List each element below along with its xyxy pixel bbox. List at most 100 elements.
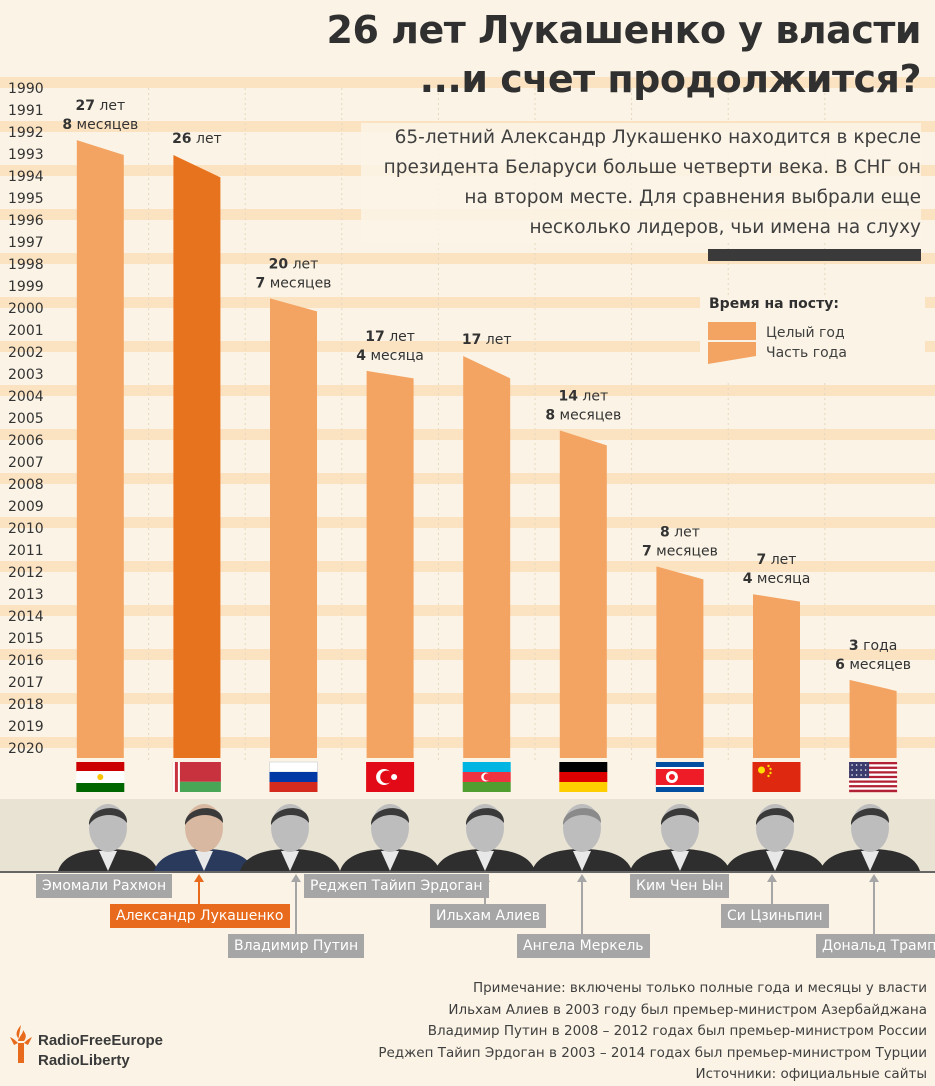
year-tick: 2016 bbox=[8, 653, 44, 669]
value-label: 4 месяца bbox=[356, 348, 424, 364]
year-tick: 2017 bbox=[8, 675, 44, 691]
divider-bar bbox=[708, 249, 921, 261]
portrait-photo bbox=[630, 804, 730, 871]
year-tick: 2000 bbox=[8, 301, 44, 317]
bar bbox=[849, 679, 897, 758]
label-arrow bbox=[291, 874, 301, 882]
label-connector bbox=[771, 881, 773, 904]
leader-name-label: Александр Лукашенко bbox=[110, 904, 290, 928]
grid-band bbox=[0, 297, 935, 308]
year-tick: 1994 bbox=[8, 169, 44, 185]
note-2: Ильхам Алиев в 2003 году был премьер-мин… bbox=[448, 1001, 927, 1018]
year-tick: 2014 bbox=[8, 609, 44, 625]
legend: Время на посту: Целый год Часть года bbox=[700, 296, 925, 380]
logo-line-2: RadioLiberty bbox=[38, 1052, 130, 1069]
year-tick: 2001 bbox=[8, 323, 44, 339]
bar bbox=[656, 566, 704, 758]
flag-icon bbox=[655, 762, 704, 792]
value-label: 7 лет bbox=[757, 552, 797, 568]
note-4: Реджеп Тайип Эрдоган в 2003 – 2014 годах… bbox=[378, 1044, 927, 1061]
year-tick: 2020 bbox=[8, 741, 44, 757]
portraits bbox=[58, 804, 920, 871]
title-line-1: 26 лет Лукашенко у власти bbox=[326, 8, 922, 52]
year-tick: 2005 bbox=[8, 411, 44, 427]
year-tick: 2002 bbox=[8, 345, 44, 361]
year-tick: 2007 bbox=[8, 455, 44, 471]
year-tick: 1993 bbox=[8, 147, 44, 163]
year-tick: 1996 bbox=[8, 213, 44, 229]
label-arrow bbox=[480, 874, 490, 882]
year-tick: 1999 bbox=[8, 279, 44, 295]
leader-name-label: Ангела Меркель bbox=[517, 934, 650, 958]
label-arrow bbox=[869, 874, 879, 882]
value-label: 17 лет bbox=[365, 329, 415, 345]
year-tick: 2018 bbox=[8, 697, 44, 713]
portrait-photo bbox=[154, 804, 254, 871]
value-label: 14 лет bbox=[558, 388, 608, 404]
label-arrow bbox=[194, 874, 204, 882]
value-label: 7 месяцев bbox=[642, 543, 718, 559]
label-arrow bbox=[767, 874, 777, 882]
subtitle: 65-летний Александр Лукашенко находится … bbox=[361, 123, 921, 243]
value-label: 17 лет bbox=[462, 332, 512, 348]
grid-band bbox=[0, 253, 935, 264]
logo-text: RadioFreeEurope RadioLiberty bbox=[38, 1031, 163, 1071]
value-label: 7 месяцев bbox=[256, 275, 332, 291]
bar bbox=[559, 430, 607, 758]
leader-name-label: Реджеп Тайип Эрдоган bbox=[304, 874, 489, 898]
flag-icon bbox=[366, 762, 415, 792]
legend-swatch bbox=[708, 322, 756, 364]
year-tick: 2008 bbox=[8, 477, 44, 493]
leader-name-label: Владимир Путин bbox=[228, 934, 365, 958]
note-1: Примечание: включены только полные года … bbox=[472, 980, 927, 996]
notes: Примечание: включены только полные года … bbox=[378, 978, 927, 1086]
bar bbox=[76, 140, 124, 759]
legend-part-year: Часть года bbox=[766, 345, 847, 361]
year-tick: 1995 bbox=[8, 191, 44, 207]
year-tick: 1997 bbox=[8, 235, 44, 251]
legend-full-year: Целый год bbox=[766, 325, 845, 341]
value-label: 20 лет bbox=[269, 256, 319, 272]
note-3: Владимир Путин в 2008 – 2012 годах был п… bbox=[427, 1023, 927, 1039]
portrait-photo bbox=[435, 804, 535, 871]
value-label: 3 года bbox=[849, 638, 897, 654]
year-tick: 2006 bbox=[8, 433, 44, 449]
value-label: 4 месяца bbox=[743, 571, 811, 587]
year-tick: 2012 bbox=[8, 565, 44, 581]
note-5: Источники: официальные сайты bbox=[695, 1066, 927, 1082]
leader-name-label: Эмомали Рахмон bbox=[36, 874, 173, 898]
portrait-photo bbox=[532, 804, 632, 871]
portrait-photo bbox=[820, 804, 920, 871]
portrait-photo bbox=[58, 804, 158, 871]
portrait-photo bbox=[340, 804, 440, 871]
portrait-photo bbox=[725, 804, 825, 871]
year-tick: 2019 bbox=[8, 719, 44, 735]
title: 26 лет Лукашенко у власти ...и счет прод… bbox=[326, 6, 922, 104]
value-label: 27 лет bbox=[75, 98, 125, 114]
bar bbox=[270, 298, 317, 758]
grid-band bbox=[0, 77, 935, 88]
year-tick: 2009 bbox=[8, 499, 44, 515]
flag-icon bbox=[76, 762, 125, 792]
value-label: 8 месяцев bbox=[62, 117, 138, 133]
title-line-2: ...и счет продолжится? bbox=[419, 57, 922, 101]
leader-name-label: Ким Чен Ын bbox=[630, 874, 730, 898]
year-tick: 2011 bbox=[8, 543, 44, 559]
flag-icon bbox=[269, 761, 318, 792]
chart-area: 1990 1991 1992 1993 1994 1995 1996 1997 1998 1999… bbox=[0, 77, 935, 793]
bar bbox=[173, 155, 221, 758]
flag-icon bbox=[849, 762, 898, 793]
year-tick: 2003 bbox=[8, 367, 44, 383]
year-tick: 2010 bbox=[8, 521, 44, 537]
value-label: 26 лет bbox=[172, 131, 222, 147]
grid-band bbox=[0, 341, 935, 352]
bar bbox=[753, 594, 800, 758]
leader-name-label: Дональд Трамп bbox=[816, 934, 935, 958]
legend-title: Время на посту: bbox=[709, 296, 839, 312]
year-tick: 1992 bbox=[8, 125, 44, 141]
label-connector bbox=[873, 881, 875, 934]
flag-icon bbox=[172, 762, 221, 792]
label-connector bbox=[198, 881, 200, 904]
year-tick: 1991 bbox=[8, 103, 44, 119]
